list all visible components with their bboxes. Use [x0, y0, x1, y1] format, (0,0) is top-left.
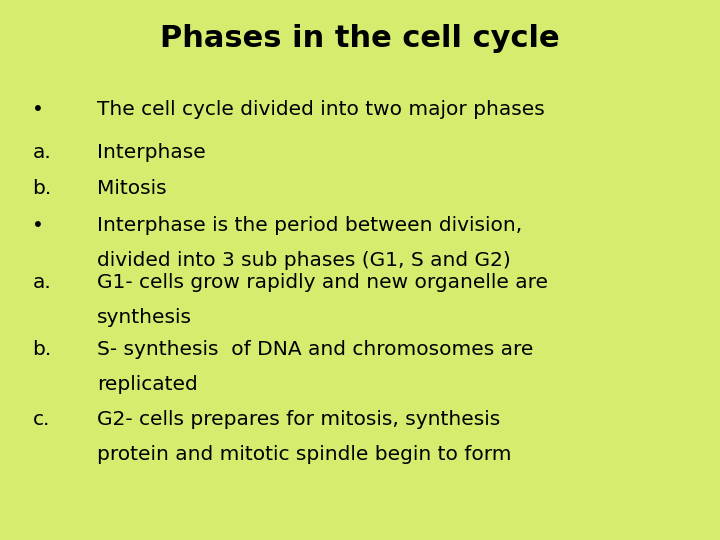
Text: •: • — [32, 100, 44, 119]
Text: replicated: replicated — [97, 375, 198, 394]
Text: a.: a. — [32, 273, 51, 292]
Text: G1- cells grow rapidly and new organelle are: G1- cells grow rapidly and new organelle… — [97, 273, 548, 292]
Text: synthesis: synthesis — [97, 308, 192, 327]
Text: G2- cells prepares for mitosis, synthesis: G2- cells prepares for mitosis, synthesi… — [97, 410, 500, 429]
Text: Mitosis: Mitosis — [97, 179, 167, 198]
Text: c.: c. — [32, 410, 50, 429]
Text: Interphase: Interphase — [97, 143, 206, 162]
Text: protein and mitotic spindle begin to form: protein and mitotic spindle begin to for… — [97, 446, 512, 464]
Text: S- synthesis  of DNA and chromosomes are: S- synthesis of DNA and chromosomes are — [97, 340, 534, 359]
Text: a.: a. — [32, 143, 51, 162]
Text: divided into 3 sub phases (G1, S and G2): divided into 3 sub phases (G1, S and G2) — [97, 251, 511, 270]
Text: The cell cycle divided into two major phases: The cell cycle divided into two major ph… — [97, 100, 545, 119]
Text: b.: b. — [32, 179, 52, 198]
Text: b.: b. — [32, 340, 52, 359]
Text: Interphase is the period between division,: Interphase is the period between divisio… — [97, 216, 523, 235]
Text: •: • — [32, 216, 44, 235]
Text: Phases in the cell cycle: Phases in the cell cycle — [160, 24, 560, 53]
